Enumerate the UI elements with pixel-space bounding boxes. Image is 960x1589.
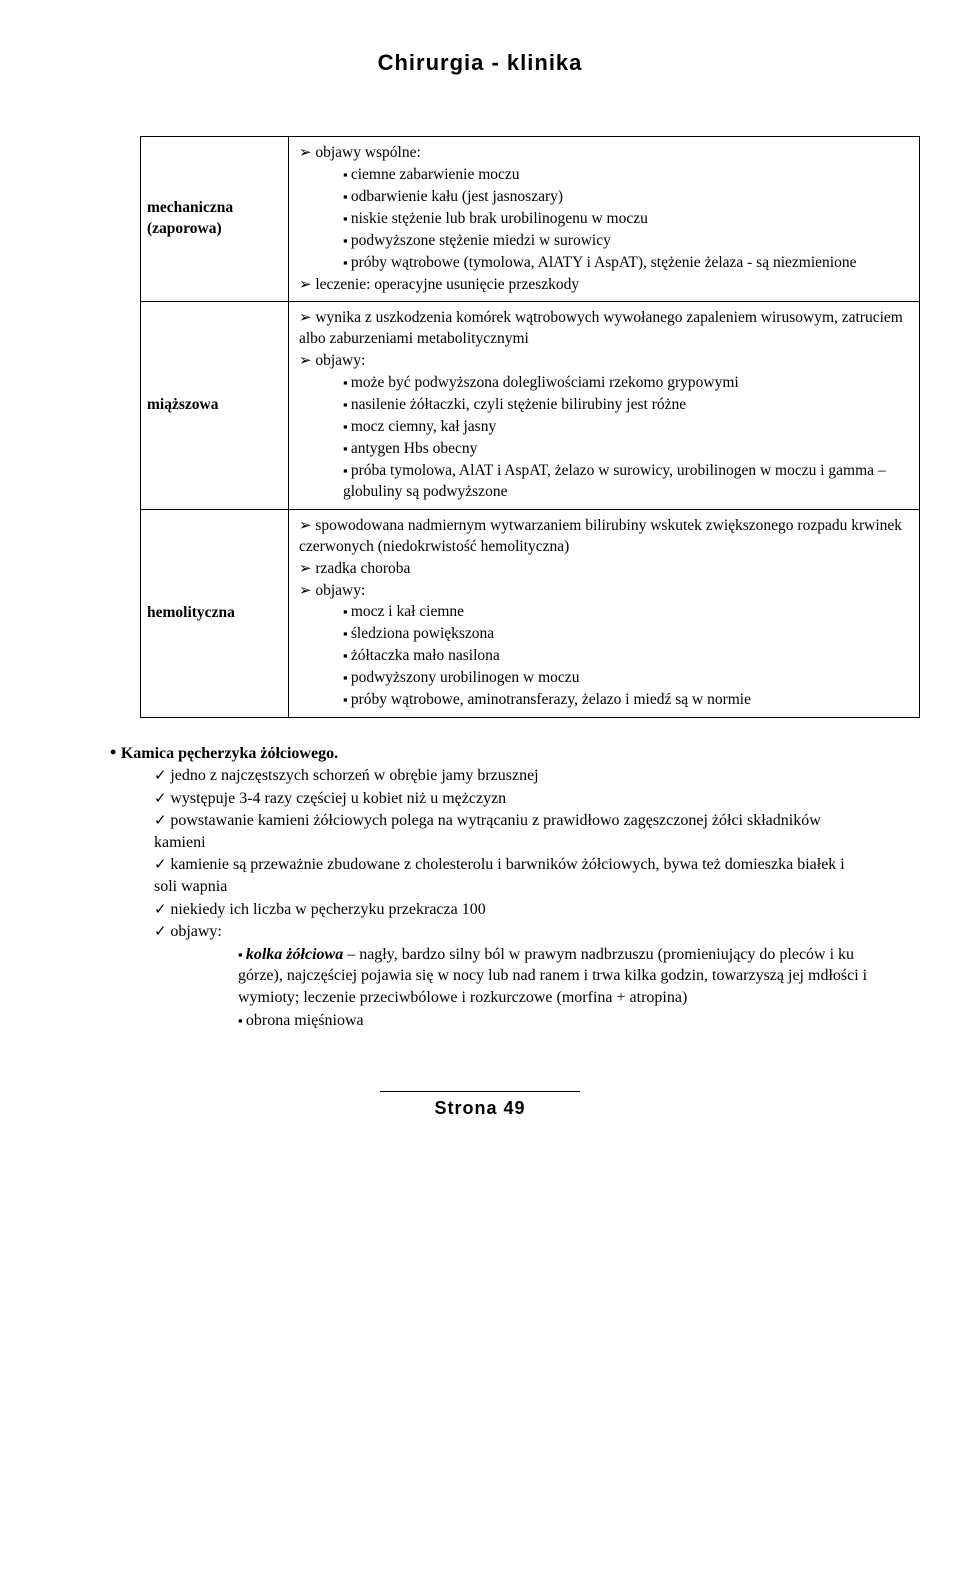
page-footer: Strona 49 <box>380 1091 580 1119</box>
arrow-text: wynika z uszkodzenia komórek wątrobowych… <box>299 308 913 350</box>
square-item: ciemne zabarwienie moczu <box>343 165 913 186</box>
square-item: śledziona powiększona <box>343 624 913 645</box>
check-item: objawy: <box>170 923 222 940</box>
square-item: próby wątrobowe, aminotransferazy, żelaz… <box>343 690 913 711</box>
square-item: próba tymolowa, AlAT i AspAT, żelazo w s… <box>343 461 913 503</box>
jaundice-table: mechaniczna (zaporowa) objawy wspólne: c… <box>140 136 920 718</box>
row-content-miazszowa: wynika z uszkodzenia komórek wątrobowych… <box>289 302 920 509</box>
square-item: żółtaczka mało nasilona <box>343 646 913 667</box>
square-item: odbarwienie kału (jest jasnoszary) <box>343 187 913 208</box>
square-item: antygen Hbs obecny <box>343 439 913 460</box>
square-item: podwyższony urobilinogen w moczu <box>343 668 913 689</box>
check-item: niekiedy ich liczba w pęcherzyku przekra… <box>154 899 870 921</box>
row-label-miazszowa: miąższowa <box>141 302 289 509</box>
square-item: próby wątrobowe (tymolowa, AlATY i AspAT… <box>343 253 913 274</box>
square-item: niskie stężenie lub brak urobilinogenu w… <box>343 209 913 230</box>
arrow-text: leczenie: operacyjne usunięcie przeszkod… <box>299 275 913 296</box>
row-label-mechaniczna: mechaniczna (zaporowa) <box>141 137 289 302</box>
square-item: nasilenie żółtaczki, czyli stężenie bili… <box>343 395 913 416</box>
arrow-text: spowodowana nadmiernym wytwarzaniem bili… <box>299 516 913 558</box>
square-item: kolka żółciowa – nagły, bardzo silny ból… <box>238 944 870 1009</box>
check-item: powstawanie kamieni żółciowych polega na… <box>154 810 870 853</box>
row-label-hemolityczna: hemolityczna <box>141 509 289 717</box>
square-item: mocz i kał ciemne <box>343 602 913 623</box>
square-item: może być podwyższona dolegliwościami rze… <box>343 373 913 394</box>
square-item: mocz ciemny, kał jasny <box>343 417 913 438</box>
check-item: jedno z najczęstszych schorzeń w obrębie… <box>154 765 870 787</box>
square-item: podwyższone stężenie miedzi w surowicy <box>343 231 913 252</box>
arrow-text: objawy wspólne: <box>315 144 420 161</box>
arrow-text: objawy: <box>315 352 365 369</box>
check-item: występuje 3-4 razy częściej u kobiet niż… <box>154 788 870 810</box>
section-title: Kamica pęcherzyka żółciowego. <box>121 745 338 762</box>
arrow-text: objawy: <box>315 582 365 599</box>
page-header: Chirurgia - klinika <box>90 50 870 76</box>
arrow-text: rzadka choroba <box>299 559 913 580</box>
section-kamica: Kamica pęcherzyka żółciowego. jedno z na… <box>90 742 870 1031</box>
row-content-mechaniczna: objawy wspólne: ciemne zabarwienie moczu… <box>289 137 920 302</box>
square-item: obrona mięśniowa <box>238 1010 870 1032</box>
row-content-hemolityczna: spowodowana nadmiernym wytwarzaniem bili… <box>289 509 920 717</box>
check-item: kamienie są przeważnie zbudowane z chole… <box>154 854 870 897</box>
